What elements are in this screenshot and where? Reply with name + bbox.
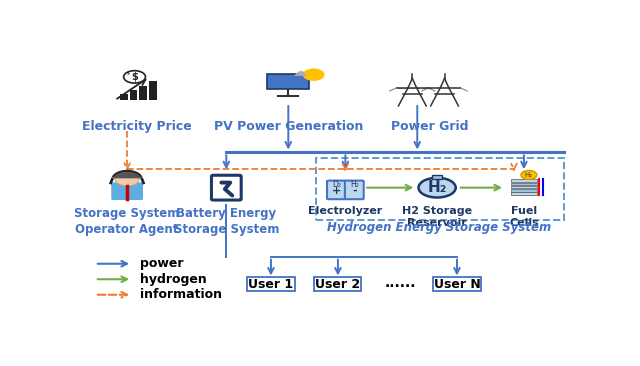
FancyBboxPatch shape [314, 277, 362, 291]
Bar [120, 94, 127, 100]
Bar [140, 86, 147, 100]
Text: User 2: User 2 [316, 277, 360, 291]
Text: Power Grid: Power Grid [391, 120, 468, 133]
FancyBboxPatch shape [211, 175, 241, 200]
Circle shape [115, 172, 139, 186]
FancyBboxPatch shape [511, 192, 537, 195]
Text: User N: User N [433, 277, 481, 291]
Text: H₂: H₂ [525, 172, 533, 178]
FancyBboxPatch shape [511, 186, 537, 188]
Text: H₂: H₂ [428, 180, 447, 195]
Text: H₂: H₂ [350, 180, 359, 189]
Circle shape [521, 171, 537, 179]
Text: information: information [140, 288, 221, 301]
FancyBboxPatch shape [345, 180, 364, 199]
Text: Electrolyzer: Electrolyzer [308, 206, 383, 216]
Text: Electricity Price: Electricity Price [82, 120, 192, 133]
FancyBboxPatch shape [111, 182, 143, 200]
Text: -: - [352, 186, 356, 196]
FancyBboxPatch shape [248, 277, 294, 291]
Text: H2 Storage
Reservoir: H2 Storage Reservoir [402, 206, 472, 228]
FancyBboxPatch shape [432, 175, 442, 179]
Text: D₂: D₂ [332, 180, 341, 189]
FancyBboxPatch shape [511, 189, 537, 191]
FancyBboxPatch shape [328, 192, 362, 198]
Bar [129, 90, 138, 100]
Text: power: power [140, 257, 183, 270]
Ellipse shape [419, 178, 456, 198]
FancyBboxPatch shape [511, 179, 537, 182]
Text: User 1: User 1 [248, 277, 294, 291]
Text: ......: ...... [384, 276, 415, 291]
FancyBboxPatch shape [327, 180, 346, 199]
Circle shape [303, 68, 324, 81]
FancyBboxPatch shape [268, 74, 309, 89]
Text: ⚡: ⚡ [125, 71, 131, 76]
Text: Battery Energy
Storage System: Battery Energy Storage System [173, 207, 279, 236]
FancyBboxPatch shape [433, 277, 481, 291]
FancyBboxPatch shape [221, 173, 232, 176]
FancyBboxPatch shape [511, 183, 537, 186]
Text: Hydrogen Energy Storage System: Hydrogen Energy Storage System [328, 221, 552, 235]
Text: hydrogen: hydrogen [140, 273, 206, 286]
Text: ☁: ☁ [292, 65, 306, 79]
Bar [149, 81, 157, 100]
Text: Fuel
Cells: Fuel Cells [509, 206, 539, 228]
Circle shape [124, 71, 145, 83]
Wedge shape [113, 171, 141, 178]
Text: Storage System
Operator Agent: Storage System Operator Agent [74, 207, 180, 236]
Text: +: + [332, 186, 341, 196]
Text: PV Power Generation: PV Power Generation [214, 120, 363, 133]
Text: $: $ [131, 72, 138, 82]
